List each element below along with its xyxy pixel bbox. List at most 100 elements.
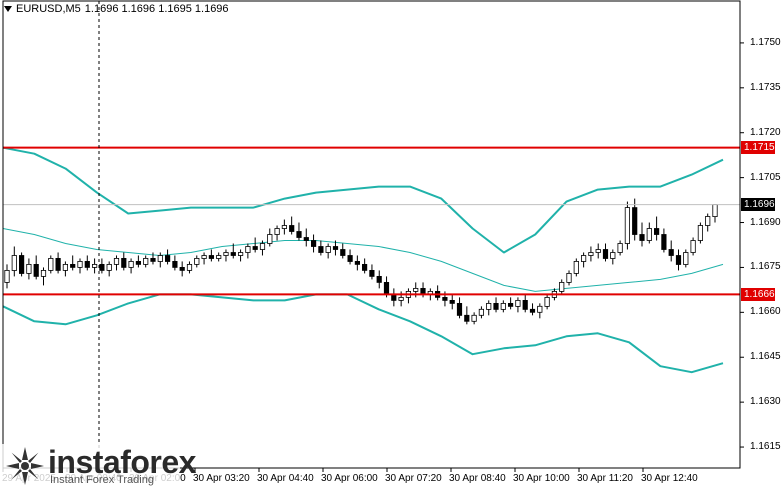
candle bbox=[318, 240, 324, 256]
symbol-name: EURUSD,M5 bbox=[16, 3, 81, 15]
candle bbox=[537, 303, 543, 319]
candle bbox=[566, 270, 572, 286]
current-price-tag: 1.1696 bbox=[741, 198, 775, 212]
candle bbox=[11, 246, 17, 277]
candle bbox=[493, 297, 499, 313]
candle bbox=[347, 249, 353, 265]
ohlc-values: 1.1696 1.1696 1.1695 1.1696 bbox=[84, 3, 229, 15]
candle bbox=[478, 306, 485, 319]
candle bbox=[172, 255, 178, 271]
price-tick-label: 1.1675 bbox=[750, 261, 781, 273]
symbol-info-bar: EURUSD,M5 1.1696 1.1696 1.1695 1.1696 bbox=[4, 3, 229, 15]
plot-border bbox=[2, 0, 741, 469]
candle bbox=[252, 237, 258, 253]
logo-tagline: Instant Forex Trading bbox=[50, 474, 154, 486]
dropdown-triangle-icon[interactable] bbox=[4, 6, 12, 12]
candle bbox=[340, 243, 346, 259]
candle bbox=[654, 216, 660, 241]
candle bbox=[70, 255, 76, 271]
candle bbox=[310, 234, 317, 253]
candle bbox=[26, 258, 32, 280]
candle bbox=[522, 294, 528, 313]
candle bbox=[405, 288, 412, 304]
candle bbox=[646, 222, 652, 244]
candle bbox=[150, 252, 156, 265]
candle bbox=[449, 294, 455, 310]
candle bbox=[230, 243, 236, 259]
candle bbox=[544, 294, 550, 310]
candle bbox=[354, 255, 361, 271]
candle bbox=[661, 228, 667, 253]
price-tick-label: 1.1705 bbox=[750, 171, 781, 183]
price-tick-label: 1.1750 bbox=[750, 36, 781, 48]
level-price-tag: 1.1666 bbox=[741, 287, 775, 301]
candle bbox=[92, 258, 98, 274]
candle bbox=[632, 198, 638, 241]
support-resistance-levels bbox=[3, 146, 740, 296]
candle bbox=[4, 264, 10, 289]
candle bbox=[325, 243, 331, 259]
price-tick-label: 1.1735 bbox=[750, 81, 781, 93]
time-tick-label: 30 Apr 08:40 bbox=[449, 473, 506, 484]
level-price-tag: 1.1715 bbox=[741, 141, 775, 155]
candle bbox=[617, 240, 623, 256]
candle bbox=[194, 255, 200, 268]
candle bbox=[289, 216, 295, 235]
candle bbox=[201, 252, 207, 265]
candle bbox=[697, 222, 704, 244]
time-tick-label: 30 Apr 04:40 bbox=[257, 473, 314, 484]
candle bbox=[595, 243, 601, 259]
price-tick-label: 1.1645 bbox=[750, 351, 781, 363]
candle bbox=[376, 270, 382, 289]
candle bbox=[48, 255, 54, 274]
candle bbox=[602, 243, 609, 262]
candle bbox=[121, 252, 127, 271]
time-tick-label: 30 Apr 07:20 bbox=[385, 473, 442, 484]
time-tick-label: 30 Apr 03:20 bbox=[193, 473, 250, 484]
candle bbox=[581, 252, 587, 268]
candle bbox=[259, 240, 266, 256]
price-tick-label: 1.1720 bbox=[750, 126, 781, 138]
instaforex-logo-icon bbox=[6, 447, 44, 485]
candle bbox=[237, 249, 244, 262]
candle bbox=[369, 264, 375, 280]
candle bbox=[106, 261, 112, 277]
candle bbox=[208, 249, 214, 262]
lower-band-line bbox=[2, 293, 724, 374]
candle bbox=[507, 297, 514, 310]
candle bbox=[529, 303, 536, 316]
candle bbox=[18, 252, 25, 277]
candle bbox=[113, 255, 120, 271]
candle bbox=[639, 222, 645, 247]
time-tick-label: 30 Apr 11:20 bbox=[577, 473, 633, 484]
candle bbox=[434, 285, 441, 301]
candle bbox=[361, 258, 368, 274]
candle bbox=[40, 267, 47, 286]
candle bbox=[267, 228, 273, 247]
candle bbox=[77, 258, 83, 274]
candle bbox=[179, 261, 185, 277]
price-tick-label: 1.1615 bbox=[750, 441, 781, 453]
candle bbox=[500, 300, 506, 313]
candle bbox=[303, 228, 309, 247]
time-tick-label: 30 Apr 12:40 bbox=[641, 473, 698, 484]
candle bbox=[464, 306, 470, 325]
candle bbox=[675, 249, 682, 271]
candle bbox=[281, 219, 288, 235]
candle bbox=[515, 297, 521, 313]
candle bbox=[486, 300, 492, 316]
candle bbox=[610, 249, 616, 265]
chart-frame bbox=[2, 0, 744, 472]
candle bbox=[99, 258, 105, 274]
candle bbox=[712, 204, 718, 223]
candle bbox=[559, 279, 565, 295]
candle bbox=[456, 297, 463, 319]
candle bbox=[471, 312, 477, 325]
candle bbox=[705, 213, 711, 232]
price-tick-label: 1.1630 bbox=[750, 396, 781, 408]
candlestick-series bbox=[4, 198, 718, 325]
candle bbox=[683, 249, 689, 268]
candle bbox=[391, 288, 397, 307]
candle bbox=[588, 246, 594, 262]
